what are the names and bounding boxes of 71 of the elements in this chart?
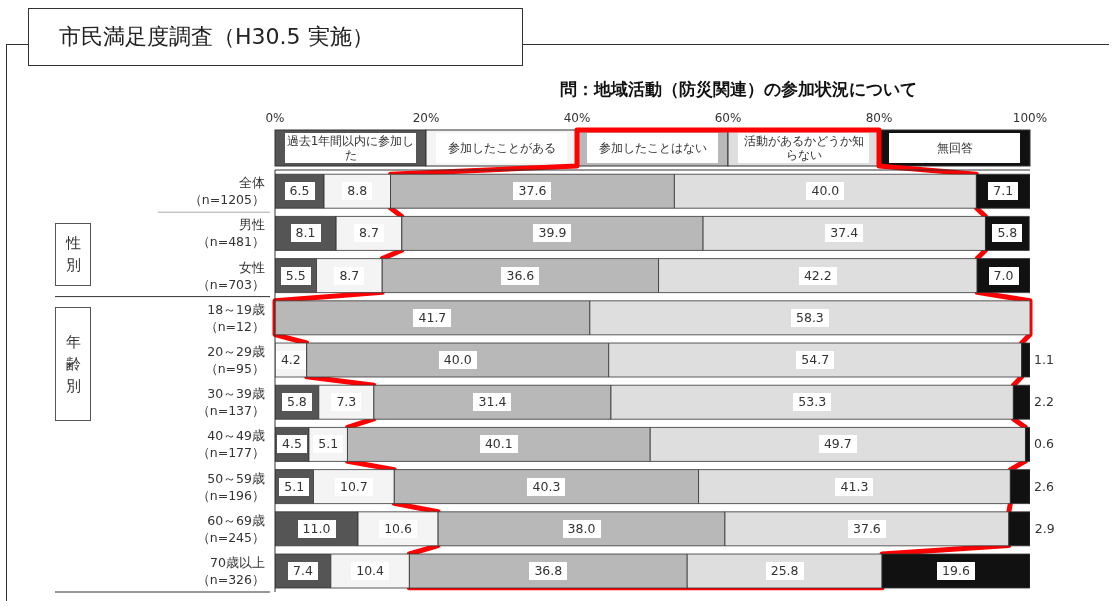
data-label: 2.2 (1033, 393, 1055, 412)
data-label: 31.4 (473, 393, 512, 412)
data-label: 36.6 (501, 266, 540, 285)
data-label: 10.7 (334, 477, 373, 496)
data-label: 4.5 (276, 435, 307, 454)
y-tick-label: 50～59歳（n=196） (196, 470, 265, 503)
data-label: 8.8 (342, 182, 373, 201)
text: 年齢別 (65, 332, 81, 398)
data-label: 42.2 (798, 266, 837, 285)
y-tick-label: 30～39歳（n=137） (196, 386, 265, 419)
data-label: 40.1 (479, 435, 518, 454)
data-label: 39.9 (533, 224, 572, 243)
data-label: 10.6 (379, 519, 418, 538)
y-tick-label: 20～29歳（n=95） (204, 343, 265, 376)
data-label: 5.8 (992, 224, 1023, 243)
data-label: 5.1 (313, 435, 344, 454)
data-label: 8.7 (353, 224, 384, 243)
data-label: 40.0 (438, 350, 477, 369)
data-label: 7.1 (988, 182, 1019, 201)
y-tick-label: 18～19歳（n=12） (204, 301, 265, 334)
data-label: 37.6 (847, 519, 886, 538)
series-label: 参加したことはない (587, 133, 718, 163)
y-tick-label: 全体（n=1205） (188, 175, 265, 208)
data-label: 7.0 (988, 266, 1019, 285)
x-tick-label: 80% (865, 111, 893, 125)
data-label: 54.7 (796, 350, 835, 369)
x-tick-label: 20% (412, 111, 440, 125)
data-label: 4.2 (275, 350, 306, 369)
data-label: 11.0 (297, 519, 336, 538)
y-tick-label: 40～49歳（n=177） (196, 428, 265, 461)
chart-subtitle: 問：地域活動（防災関連）の参加状況について (558, 78, 918, 101)
series-label: 活動があるかどうか知らない (738, 133, 869, 163)
data-label: 53.3 (793, 393, 832, 412)
data-label: 6.5 (284, 182, 315, 201)
data-label: 25.8 (765, 561, 804, 580)
series-label: 無回答 (889, 133, 1020, 163)
y-tick-label: 60～69歳（n=245） (196, 512, 265, 545)
data-label: 40.3 (527, 477, 566, 496)
data-label: 19.6 (937, 561, 975, 580)
data-label: 7.4 (287, 561, 318, 580)
text: 性別 (65, 233, 81, 277)
data-label: 49.7 (818, 435, 857, 454)
data-label: 37.4 (825, 224, 864, 243)
text: 参加したことがある (436, 133, 567, 163)
x-tick-label: 0% (265, 111, 285, 125)
data-label: 38.0 (562, 519, 601, 538)
data-label: 58.3 (790, 308, 829, 327)
data-label: 41.7 (413, 308, 452, 327)
data-label: 41.3 (835, 477, 874, 496)
data-label: 1.1 (1033, 350, 1055, 369)
series-label: 過去1年間以内に参加した (285, 133, 416, 163)
data-label: 36.8 (529, 561, 568, 580)
data-label: 2.9 (1033, 519, 1056, 538)
data-label: 2.6 (1033, 477, 1055, 496)
data-label: 5.8 (281, 393, 312, 412)
chart-title: 市民満足度調査（H30.5 実施） (28, 8, 523, 66)
x-tick-label: 100% (1012, 111, 1048, 125)
data-label: 5.1 (279, 477, 310, 496)
data-label: 0.6 (1033, 435, 1055, 454)
data-label: 10.4 (351, 561, 390, 580)
data-label: 5.5 (280, 266, 311, 285)
data-label: 40.0 (806, 182, 845, 201)
x-tick-label: 60% (714, 111, 742, 125)
data-label: 37.6 (513, 182, 552, 201)
data-label: 7.3 (331, 393, 362, 412)
data-label: 8.7 (334, 266, 365, 285)
y-tick-label: 男性（n=481） (196, 217, 265, 250)
x-tick-label: 40% (563, 111, 591, 125)
data-label: 8.1 (290, 224, 321, 243)
y-tick-label: 女性（n=703） (196, 259, 265, 292)
y-tick-label: 70歳以上（n=326） (196, 554, 265, 587)
